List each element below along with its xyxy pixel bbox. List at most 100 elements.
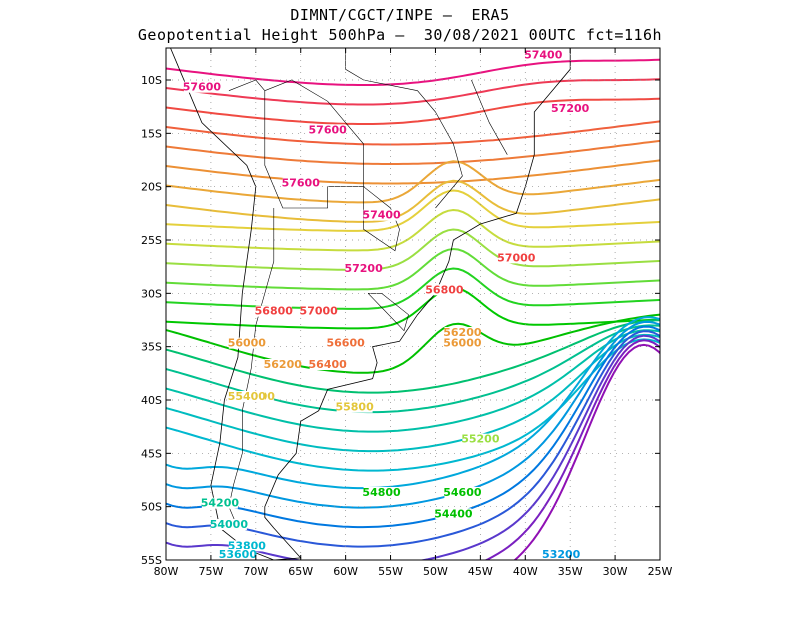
lat-lon-grid [166,48,660,560]
contour-label-bg [345,263,382,274]
contour-label-bg [210,519,247,530]
contour-label: 54600 [443,486,482,499]
contour-line [166,120,660,146]
contour-label-bg [444,337,481,349]
contour-label: 57200 [551,102,590,115]
contour-label-bg [435,508,472,520]
contour-label-bg [201,497,238,509]
lon-tick-label: 40W [513,565,538,578]
contour-line [166,330,660,548]
contour-label: 55200 [461,433,500,446]
contour-line [166,338,660,472]
contour-label-bg [264,359,301,370]
contour-label-bg [525,49,562,61]
coastline [170,48,571,560]
contour-label: 57400 [524,49,563,62]
contour-label-bg [327,337,364,349]
contour-line [166,316,660,490]
contour-label: 56400 [309,358,348,371]
contour-line [166,78,660,106]
lon-tick-label: 30W [603,565,628,578]
contour-label: 57400 [362,209,401,222]
contour-line [166,325,660,529]
map-title-line1: DIMNT/CGCT/INPE – ERA5 [290,6,510,24]
contour-label: 55400 [228,390,267,403]
contour-line [166,320,660,509]
contour-label-bg [219,549,256,560]
lat-tick-label: 45S [141,447,162,460]
contour-line [166,97,660,125]
lon-tick-label: 65W [288,565,313,578]
contour-label-bg [300,305,337,317]
contour-line [513,343,660,560]
contour-label-bg [255,305,292,317]
contour-label: 56800 [255,305,294,318]
contour-line [166,179,660,223]
contour-label-bg [426,284,463,296]
lat-tick-label: 55S [141,554,162,567]
contour-label: 57200 [344,262,383,275]
contour-label-bg [444,327,481,338]
contour-line [166,329,660,433]
contour-line [166,159,660,185]
contour-label: 56000 [228,337,267,350]
contour-line [166,319,660,394]
contour-label-bg [552,103,589,114]
contour-line [166,313,660,374]
contour-label: 57000 [497,251,536,264]
lon-tick-label: 80W [154,565,179,578]
lat-tick-label: 30S [141,287,162,300]
contour-label: 56000 [443,337,482,350]
lon-tick-label: 55W [378,565,403,578]
contour-line [166,58,660,86]
map-title-line2: Geopotential Height 500hPa – 30/08/2021 … [137,26,663,44]
contour-line [166,333,660,453]
border-line [367,293,409,332]
lat-tick-label: 35S [141,341,162,354]
contour-label-bg [309,124,346,136]
contour-label-bg [336,401,373,413]
contour-label: 53200 [542,548,581,561]
contour-line [166,247,660,291]
contour-label: 56200 [264,358,303,371]
contour-line [166,208,660,252]
lat-tick-label: 10S [141,74,162,87]
lon-tick-label: 75W [198,565,223,578]
lon-tick-label: 60W [333,565,358,578]
contour-label: 56800 [425,283,464,296]
contour-label: 57600 [309,123,348,136]
contour-label: 56200 [443,326,482,339]
contour-label-bg [363,487,400,498]
contour-label-bg [309,359,346,370]
contour-label-bg [363,209,400,221]
contour-label-bg [498,252,535,264]
contour-line [166,267,660,310]
contour-label: 54400 [434,507,473,520]
contour-labels: 57600 57600 57600 57400 57200 57400 57200 57000… [183,49,590,561]
lon-tick-label: 35W [558,565,583,578]
lat-tick-label: 15S [141,127,162,140]
contour-label: 54000 [210,518,249,531]
contour-label: 53600 [219,548,258,561]
border-line [363,186,400,252]
contour-label: 57000 [300,305,339,318]
border-line [345,48,436,113]
lon-tick-label: 50W [423,565,448,578]
lat-tick-label: 25S [141,234,162,247]
contour-label-bg [228,337,265,349]
lat-tick-label: 40S [141,394,162,407]
contour-label-bg [228,391,265,402]
lon-tick-label: 70W [243,565,268,578]
contour-label: 56600 [326,337,365,350]
contour-label: 55800 [335,401,374,414]
contour-label-bg [282,177,319,189]
contour-label-bg [462,433,499,445]
border-line [228,79,266,91]
contour-label: 54800 [362,486,401,499]
lat-tick-label: 50S [141,501,162,514]
contour-label-bg [183,81,220,93]
lon-tick-label: 45W [468,565,493,578]
lat-tick-label: 20S [141,181,162,194]
